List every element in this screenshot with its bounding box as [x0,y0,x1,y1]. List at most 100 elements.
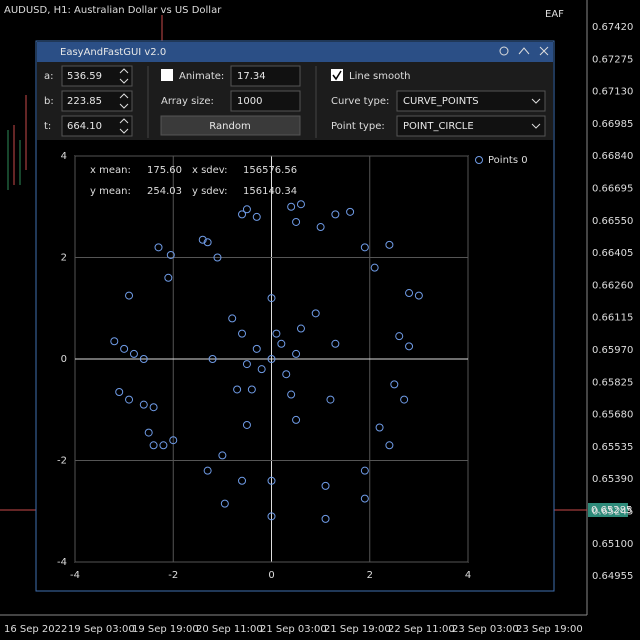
point [139,355,148,363]
legend-label: Points 0 [488,155,528,166]
price-label: 0.66840 [592,151,633,162]
price-label: 0.65680 [592,410,633,421]
point [159,441,168,450]
field-input[interactable] [61,115,133,137]
random-button[interactable] [160,115,301,136]
point [267,512,276,521]
spin-buttons [119,93,129,109]
price-label: 0.66985 [592,119,633,130]
price-label: 0.66405 [592,248,633,259]
point [282,370,291,379]
spin-buttons [119,118,129,134]
plot: -4 -2 0 2 4 -4 -2 0 2 4 x mean: 175.60 x sdev: 156576… [57,151,528,581]
point [238,210,247,219]
curve-type-combo[interactable] [396,90,546,112]
curve-type-label: Curve type: [331,96,389,107]
y-tick-label: 0 [61,354,67,365]
point [242,205,251,214]
point [233,385,242,394]
point [385,240,394,249]
price-label: 0.66260 [592,280,633,291]
point [311,309,320,318]
price-label: 0.65245 [592,507,633,518]
stat-text: x mean: [90,165,131,176]
point [252,344,261,353]
point-type-combo[interactable] [396,115,546,137]
symbol-title: AUDUSD, H1: Australian Dollar vs US Doll… [4,5,222,16]
price-label: 0.65390 [592,474,633,485]
point [346,207,355,216]
point-type-value: POINT_CIRCLE [403,121,474,132]
fields: a: 536.59 b: 223.85 t: 664.10 [44,65,133,137]
point [257,365,266,374]
x-tick-label: -2 [168,570,178,581]
animate-input[interactable] [230,65,301,87]
point [203,466,212,475]
field-label: b: [44,96,54,107]
stat-text: 156140.34 [243,186,297,197]
point [164,273,173,282]
point [166,250,175,259]
point [242,420,251,429]
time-label: 20 Sep 11:00 [196,624,263,635]
point [252,212,261,221]
eaf-badge[interactable]: EAF [545,9,564,20]
price-label: 0.67420 [592,22,633,33]
point [228,314,237,323]
title-bar[interactable] [37,42,553,62]
collapse-icon[interactable] [518,47,530,55]
price-label: 0.66550 [592,216,633,227]
x-tick-label: -4 [70,570,80,581]
time-label: 21 Sep 03:00 [260,624,327,635]
point [321,481,330,490]
field-value: 223.85 [67,96,102,107]
field-input[interactable] [61,65,133,87]
point [375,423,384,432]
line-smooth-checkbox[interactable] [331,69,343,81]
time-label: 19 Sep 03:00 [68,624,135,635]
field-value: 664.10 [67,121,102,132]
array-size-value: 1000 [237,96,262,107]
x-tick-label: 2 [367,570,373,581]
field-value: 536.59 [67,71,102,82]
point [390,380,399,389]
array-size-label: Array size: [161,96,214,107]
field-input[interactable] [61,90,133,112]
spin-buttons [119,68,129,84]
price-label: 0.64955 [592,571,633,582]
close-icon[interactable] [539,46,549,56]
price-label: 0.65100 [592,539,633,550]
time-label: 16 Sep 2022 [4,624,67,635]
point [238,329,247,338]
settings-icon[interactable] [499,46,509,56]
point [360,494,369,503]
point [198,235,207,244]
field-label: a: [44,71,54,82]
x-tick-label: 4 [465,570,471,581]
x-tick-label: 0 [268,570,274,581]
stat-text: y mean: [90,186,131,197]
point [414,291,423,300]
curve-type-value: CURVE_POINTS [403,96,479,107]
point [370,263,379,272]
point [267,294,276,303]
point [129,349,138,358]
price-label: 0.66695 [592,184,633,195]
point [115,387,124,396]
point [405,342,414,351]
animate-value: 17.34 [237,71,266,82]
point [360,466,369,475]
line-smooth-label: Line smooth [349,71,410,82]
animate-checkbox[interactable] [161,69,173,81]
time-label: 22 Sep 11:00 [388,624,455,635]
stat-text: 156576.56 [243,165,297,176]
point [139,400,148,409]
point [213,253,222,262]
point [272,329,281,338]
stat-text: x sdev: [192,165,228,176]
time-label: 23 Sep 19:00 [516,624,583,635]
array-size-input[interactable] [230,90,301,112]
background-decor [7,15,163,190]
point [326,395,335,404]
